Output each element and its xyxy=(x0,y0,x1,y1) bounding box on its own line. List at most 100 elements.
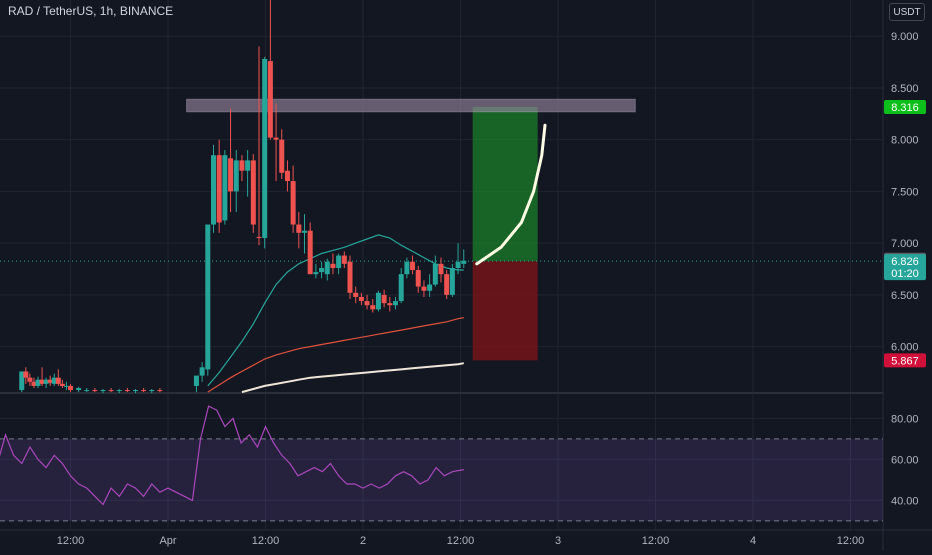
time-tick-label: 12:00 xyxy=(642,535,670,547)
candle-body xyxy=(124,390,130,392)
candle-body xyxy=(313,272,319,275)
candle-body xyxy=(398,274,404,302)
moving-average-line xyxy=(207,234,464,387)
candle-body xyxy=(455,261,461,268)
candle-body xyxy=(205,224,211,370)
time-tick-label: 12:00 xyxy=(447,535,475,547)
candle-body xyxy=(27,377,33,382)
rsi-band-fill xyxy=(0,438,883,521)
moving-average-line xyxy=(241,362,464,394)
candle-body xyxy=(267,61,273,138)
rsi-tick-label: 60.00 xyxy=(891,454,919,466)
candle-body xyxy=(133,390,138,392)
candle-body xyxy=(100,390,106,392)
candle-body xyxy=(55,377,61,384)
candle-body xyxy=(438,263,444,275)
price-label-box xyxy=(884,99,926,114)
profit-target-zone xyxy=(472,106,538,262)
price-label-box xyxy=(884,353,926,368)
candle-body xyxy=(336,255,342,268)
rsi-line xyxy=(0,405,464,506)
candle-body xyxy=(51,377,57,384)
candle-body xyxy=(149,390,155,392)
candle-body xyxy=(59,383,65,386)
candle-body xyxy=(279,139,285,173)
countdown-label: 01:20 xyxy=(891,268,919,280)
time-tick-label: 3 xyxy=(555,535,561,547)
candle-body xyxy=(245,160,251,171)
candle-body xyxy=(461,260,467,264)
candle-body xyxy=(92,390,98,392)
candle-body xyxy=(284,170,290,182)
candle-body xyxy=(358,296,364,302)
price-tick-label: 9.000 xyxy=(891,31,919,43)
chart-title: RAD / TetherUS, 1h, BINANCE xyxy=(8,4,174,18)
candle-body xyxy=(415,270,421,287)
candle-body xyxy=(324,261,330,275)
candle-body xyxy=(444,274,450,295)
candle-body xyxy=(404,261,410,275)
time-tick-label: 4 xyxy=(750,535,756,547)
candle-body xyxy=(381,294,387,304)
candle-body xyxy=(256,236,262,238)
price-tick-label: 7.000 xyxy=(891,238,919,250)
candle-body xyxy=(63,385,69,387)
time-tick-label: 2 xyxy=(360,535,366,547)
candle-body xyxy=(19,371,25,391)
rsi-tick-label: 80.00 xyxy=(891,413,919,425)
candle-body xyxy=(76,388,82,391)
candle-body xyxy=(330,263,336,268)
candle-body xyxy=(347,261,353,293)
candle-body xyxy=(211,155,216,225)
price-label-text: 8.316 xyxy=(891,102,919,114)
candle-body xyxy=(193,375,199,386)
currency-button[interactable]: USDT xyxy=(889,3,925,21)
price-tick-label: 6.000 xyxy=(891,342,919,354)
price-tick-label: 6.500 xyxy=(891,290,919,302)
price-label-text: 5.867 xyxy=(891,355,919,367)
candle-body xyxy=(273,137,279,140)
price-tick-label: 8.500 xyxy=(891,83,919,95)
time-tick-label: Apr xyxy=(159,535,176,547)
moving-averages xyxy=(207,234,464,394)
stop-loss-zone xyxy=(472,261,538,361)
candle-body xyxy=(43,379,49,384)
price-tick-label: 7.500 xyxy=(891,186,919,198)
price-label-box xyxy=(884,254,926,281)
drawing-layer xyxy=(0,98,883,361)
candle-body xyxy=(393,301,398,306)
projection-curve xyxy=(475,123,547,266)
resistance-zone xyxy=(186,98,636,113)
candle-body xyxy=(84,390,90,392)
candle-body xyxy=(216,155,222,223)
candle-body xyxy=(387,303,393,306)
candle-body xyxy=(375,292,381,310)
candle-body xyxy=(427,284,433,291)
candle-body xyxy=(199,367,205,376)
candle-body xyxy=(157,390,163,392)
candle-body xyxy=(449,267,455,295)
candle-body xyxy=(116,390,122,392)
candle-body xyxy=(307,230,313,275)
candle-body xyxy=(35,379,41,386)
candle-body xyxy=(296,224,302,233)
candle-body xyxy=(302,230,307,233)
price-label-text: 6.826 xyxy=(891,256,919,268)
moving-average-line xyxy=(207,317,464,393)
candle-body xyxy=(262,58,268,238)
candle-body xyxy=(31,381,37,386)
candle-body xyxy=(432,263,438,285)
rsi-panel xyxy=(0,405,883,522)
candle-body xyxy=(233,160,239,192)
candle-body xyxy=(23,371,29,378)
time-tick-label: 12:00 xyxy=(837,535,865,547)
candle-body xyxy=(421,286,427,291)
time-tick-label: 12:00 xyxy=(57,535,85,547)
candle-body xyxy=(222,155,228,221)
candle-body xyxy=(250,160,256,225)
candle-body xyxy=(364,301,370,306)
